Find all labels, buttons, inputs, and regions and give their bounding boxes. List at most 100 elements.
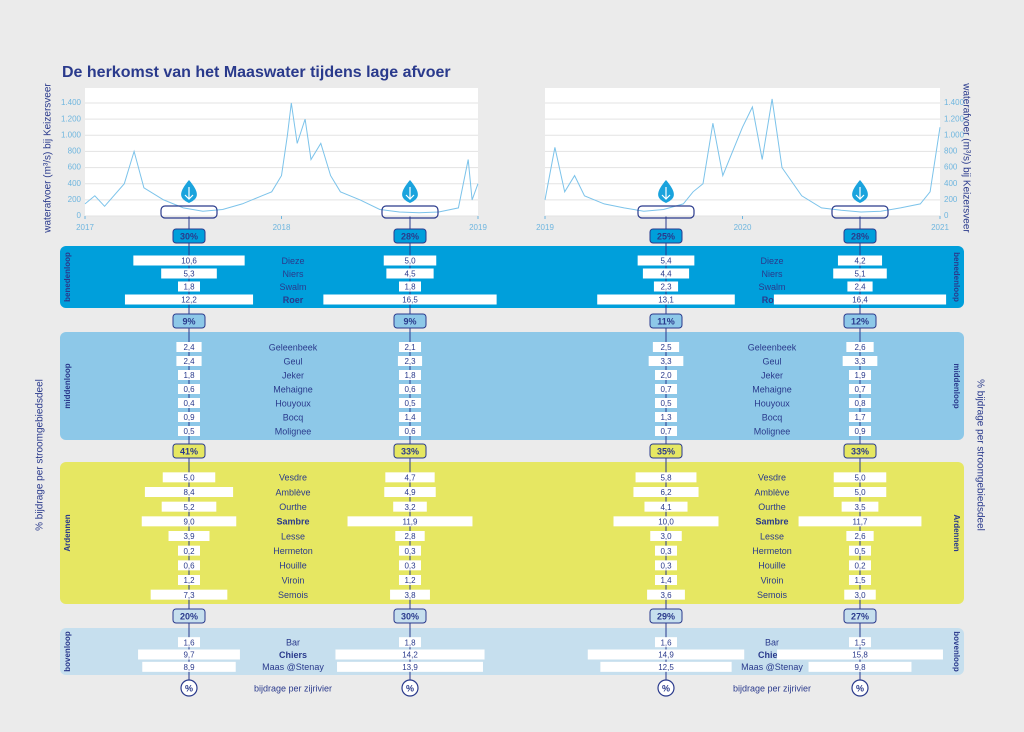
river-name: Niers (761, 269, 783, 279)
y-tick-label: 1.400 (61, 98, 82, 107)
river-value: 1,8 (404, 283, 416, 292)
y-tick-label: 1.000 (944, 130, 965, 139)
river-bar (833, 268, 887, 279)
river-value: 2,3 (660, 283, 672, 292)
river-bar (399, 637, 421, 648)
river-bar (642, 268, 690, 279)
river-value: 5,2 (183, 503, 195, 512)
river-bar (347, 516, 473, 527)
side-label: % bijdrage per stroomgebiedsdeel (974, 379, 985, 531)
river-bar (178, 637, 200, 648)
river-bar (847, 281, 873, 292)
river-value: 13,9 (402, 663, 418, 672)
river-value: 1,6 (183, 638, 195, 647)
river-name: Swalm (758, 282, 785, 292)
x-tick-label: 2017 (76, 223, 94, 232)
total-label: 9% (182, 316, 195, 326)
river-bar (655, 412, 677, 422)
river-name: Viroin (282, 575, 305, 585)
river-bar (399, 575, 421, 585)
river-value: 0,6 (404, 427, 416, 436)
flow-line (84, 102, 479, 214)
river-value: 16,4 (852, 296, 868, 305)
river-value: 2,8 (404, 532, 416, 541)
river-name: Jeker (282, 370, 304, 380)
river-bar (323, 294, 497, 305)
river-value: 5,0 (183, 473, 195, 482)
total-label: 33% (851, 446, 869, 456)
river-name: Jeker (761, 370, 783, 380)
river-name: Hermeton (752, 546, 792, 556)
river-bar (399, 412, 421, 422)
river-name: Bar (286, 638, 300, 648)
footer-circle (180, 679, 198, 697)
river-value: 0,3 (660, 547, 672, 556)
river-bar (178, 412, 200, 422)
total-badge (843, 443, 877, 459)
river-bar (849, 398, 871, 408)
title: De herkomst van het Maaswater tijdens la… (62, 64, 451, 81)
river-bar (393, 501, 427, 512)
river-value: 2,4 (854, 283, 866, 292)
total-badge (843, 228, 877, 244)
river-name: Maas @Stenay (741, 662, 803, 672)
total-badge (172, 313, 206, 329)
river-value: 6,2 (660, 488, 672, 497)
river-bar (142, 661, 236, 672)
river-value: 5,8 (660, 473, 672, 482)
river-value: 4,2 (854, 257, 866, 266)
river-bar (178, 398, 200, 408)
river-bar (849, 426, 871, 436)
x-tick-label: 2018 (273, 223, 291, 232)
river-value: 0,9 (854, 427, 866, 436)
river-value: 1,5 (854, 576, 866, 585)
river-bar (844, 589, 876, 600)
river-bar (833, 472, 887, 483)
river-value: 0,3 (404, 547, 416, 556)
y-tick-label: 0 (944, 211, 949, 220)
total-badge (172, 608, 206, 624)
river-bar (141, 516, 237, 527)
section-label: middenloop (63, 363, 72, 408)
total-badge (843, 313, 877, 329)
river-name: Dieze (760, 256, 783, 266)
river-bar (637, 255, 695, 266)
river-name: Maas @Stenay (262, 662, 324, 672)
river-value: 0,3 (660, 561, 672, 570)
river-value: 2,4 (183, 357, 195, 366)
river-bar (150, 589, 228, 600)
river-name: Niers (282, 269, 304, 279)
river-name: Sambre (276, 517, 309, 527)
river-bar (647, 589, 685, 600)
river-bar (849, 384, 871, 394)
river-value: 1,4 (404, 413, 416, 422)
drop-arrow (405, 187, 415, 200)
section-label: benedenloop (952, 252, 961, 302)
river-bar (655, 370, 677, 380)
total-badge (649, 608, 683, 624)
river-bar (655, 575, 677, 585)
river-name: Houyoux (275, 398, 311, 408)
river-name: Geleenbeek (269, 342, 318, 352)
river-bar (399, 384, 421, 394)
section-box (60, 462, 964, 604)
total-badge (393, 443, 427, 459)
footer-label: bijdrage per zijrivier (733, 683, 811, 693)
river-bar (161, 268, 217, 279)
y-tick-label: 1.200 (944, 114, 965, 123)
river-bar (773, 294, 947, 305)
river-value: 12,5 (658, 663, 674, 672)
flow-line (544, 98, 941, 213)
river-value: 1,5 (854, 638, 866, 647)
river-value: 5,0 (854, 488, 866, 497)
drop-arrow (184, 187, 194, 200)
y-tick-label: 200 (68, 195, 82, 204)
river-value: 10,6 (181, 257, 197, 266)
river-bar (653, 281, 679, 292)
y-axis-label: waterafvoer (m³/s) bij Keizersveer (43, 83, 54, 234)
river-value: 0,5 (183, 427, 195, 436)
river-bar (650, 531, 682, 541)
river-bar (138, 649, 240, 660)
river-bar (178, 545, 200, 556)
